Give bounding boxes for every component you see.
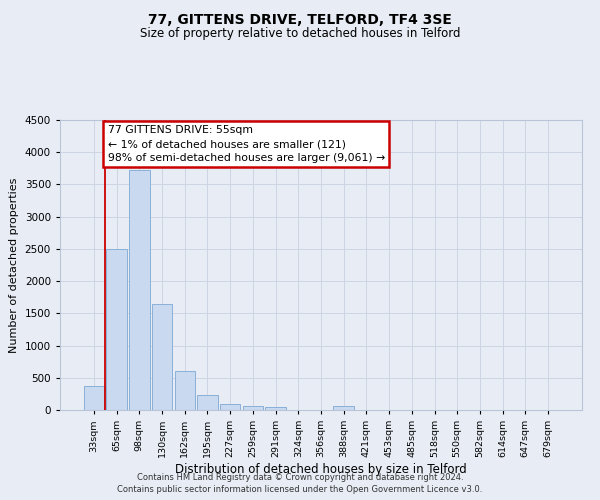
Text: 77, GITTENS DRIVE, TELFORD, TF4 3SE: 77, GITTENS DRIVE, TELFORD, TF4 3SE [148, 12, 452, 26]
Text: Contains public sector information licensed under the Open Government Licence v3: Contains public sector information licen… [118, 485, 482, 494]
Bar [84, 386, 104, 410]
Bar [220, 404, 241, 410]
Bar [152, 304, 172, 410]
Bar [197, 394, 218, 410]
Bar [265, 408, 286, 410]
Y-axis label: Number of detached properties: Number of detached properties [9, 178, 19, 352]
Text: 77 GITTENS DRIVE: 55sqm
← 1% of detached houses are smaller (121)
98% of semi-de: 77 GITTENS DRIVE: 55sqm ← 1% of detached… [107, 125, 385, 163]
Text: Size of property relative to detached houses in Telford: Size of property relative to detached ho… [140, 28, 460, 40]
X-axis label: Distribution of detached houses by size in Telford: Distribution of detached houses by size … [175, 463, 467, 476]
Text: Contains HM Land Registry data © Crown copyright and database right 2024.: Contains HM Land Registry data © Crown c… [137, 472, 463, 482]
Bar [242, 406, 263, 410]
Bar [175, 372, 195, 410]
Bar [106, 249, 127, 410]
Bar [129, 170, 149, 410]
Bar [334, 406, 354, 410]
